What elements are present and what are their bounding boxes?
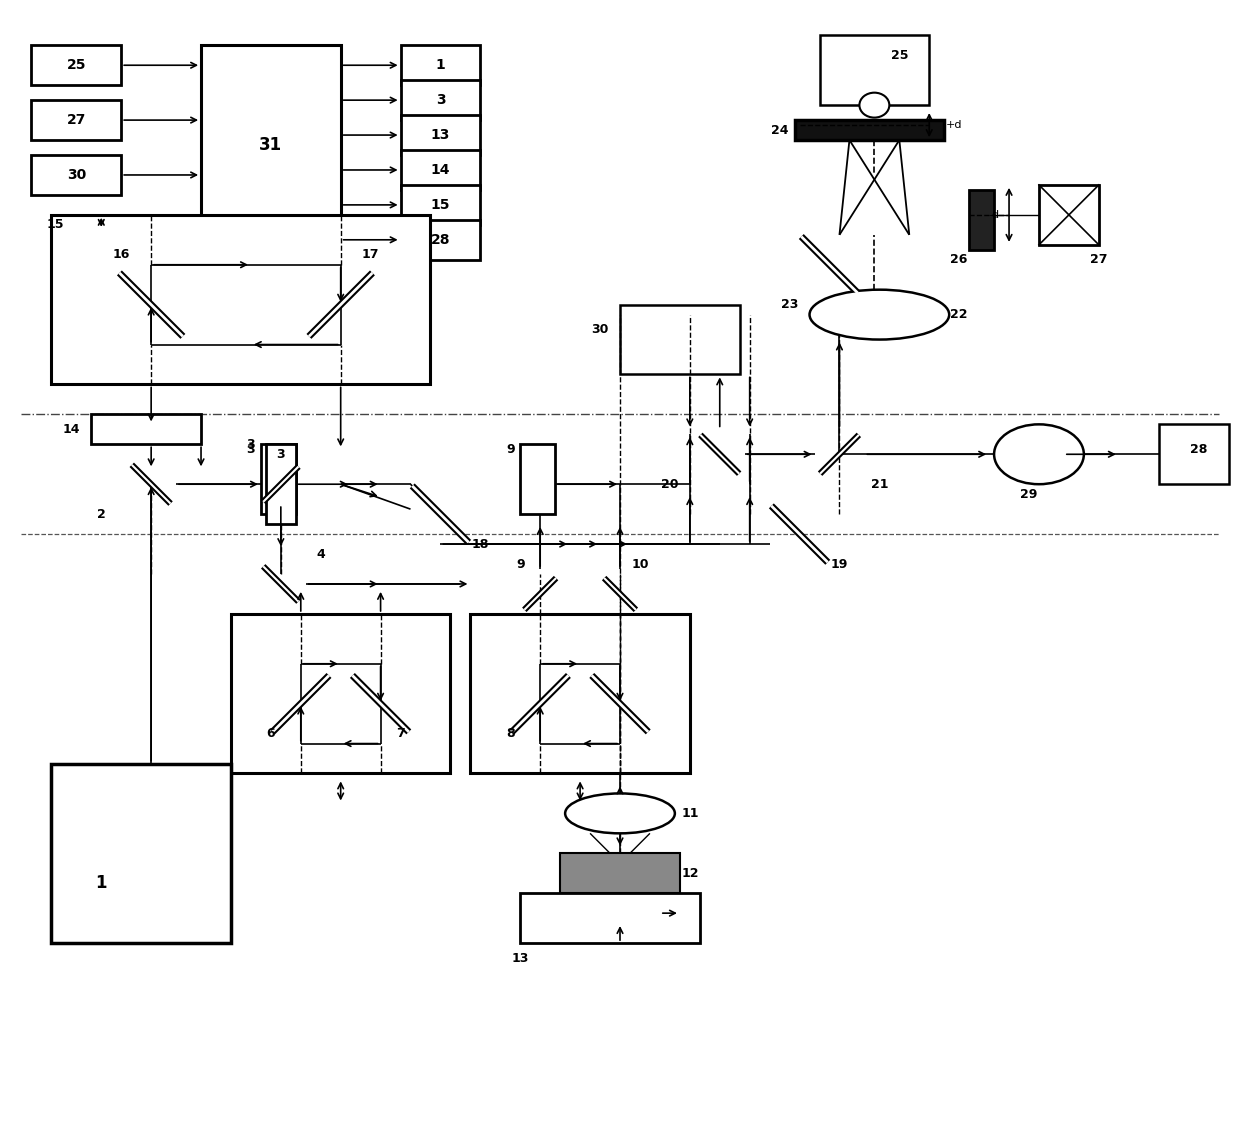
Text: 9: 9 [506, 442, 515, 456]
Bar [820, 35, 929, 105]
Text: 23: 23 [781, 298, 799, 311]
Text: 15: 15 [46, 219, 64, 231]
Text: 17: 17 [362, 248, 379, 261]
Bar [401, 116, 480, 155]
Text: 7: 7 [396, 727, 405, 741]
Text: 27: 27 [67, 113, 86, 127]
Text: 28: 28 [1190, 442, 1208, 456]
Text: +d: +d [946, 120, 962, 130]
Text: 8: 8 [506, 727, 515, 741]
Text: 28: 28 [430, 232, 450, 247]
Ellipse shape [994, 424, 1084, 484]
Bar [31, 100, 122, 139]
Ellipse shape [859, 93, 889, 118]
Bar [401, 185, 480, 225]
Bar [470, 613, 689, 773]
Text: 10: 10 [631, 558, 649, 570]
Text: 13: 13 [512, 951, 529, 965]
Text: 3: 3 [435, 93, 445, 107]
Bar [51, 763, 231, 943]
Ellipse shape [565, 794, 675, 833]
Text: 6: 6 [267, 727, 275, 741]
Text: 16: 16 [113, 248, 130, 261]
Text: 3: 3 [247, 438, 255, 451]
Bar [401, 150, 480, 189]
Text: 1: 1 [435, 58, 445, 73]
Text: 9: 9 [516, 558, 525, 570]
Bar [401, 45, 480, 85]
Bar [201, 45, 341, 245]
Bar [92, 414, 201, 445]
Bar [1158, 424, 1229, 484]
Bar [795, 120, 944, 139]
Text: 4: 4 [316, 548, 325, 560]
Text: 14: 14 [62, 423, 81, 435]
Bar [401, 81, 480, 120]
Text: 27: 27 [1090, 253, 1107, 266]
Bar [560, 853, 680, 894]
Bar [521, 445, 556, 514]
Bar [1039, 185, 1099, 245]
Bar [401, 220, 480, 260]
Bar [260, 445, 296, 514]
Text: 25: 25 [890, 49, 908, 61]
Text: 25: 25 [67, 58, 86, 73]
Text: 24: 24 [771, 124, 789, 136]
Bar [970, 189, 994, 249]
Text: 22: 22 [950, 308, 968, 321]
Text: 20: 20 [661, 477, 678, 491]
Text: 29: 29 [1021, 488, 1038, 501]
Text: 21: 21 [870, 477, 888, 491]
Text: 18: 18 [471, 538, 489, 550]
Bar [31, 155, 122, 195]
Text: 11: 11 [681, 807, 698, 820]
Text: 12: 12 [681, 866, 698, 880]
Text: 3: 3 [247, 442, 255, 456]
Text: 1: 1 [95, 874, 107, 892]
Bar [620, 305, 740, 374]
Text: 13: 13 [430, 128, 450, 142]
Bar [265, 445, 296, 524]
Text: -d: -d [988, 210, 999, 220]
Text: 26: 26 [951, 253, 968, 266]
Text: 14: 14 [430, 163, 450, 177]
Text: 3: 3 [277, 448, 285, 460]
Text: 2: 2 [97, 508, 105, 521]
Text: 30: 30 [591, 323, 609, 336]
Bar [51, 214, 430, 384]
Text: 30: 30 [67, 168, 86, 181]
Text: 15: 15 [430, 198, 450, 212]
Text: 31: 31 [259, 136, 283, 154]
Text: 19: 19 [831, 558, 848, 570]
Ellipse shape [810, 289, 949, 339]
Bar [231, 613, 450, 773]
Bar [31, 45, 122, 85]
Bar [521, 894, 699, 943]
